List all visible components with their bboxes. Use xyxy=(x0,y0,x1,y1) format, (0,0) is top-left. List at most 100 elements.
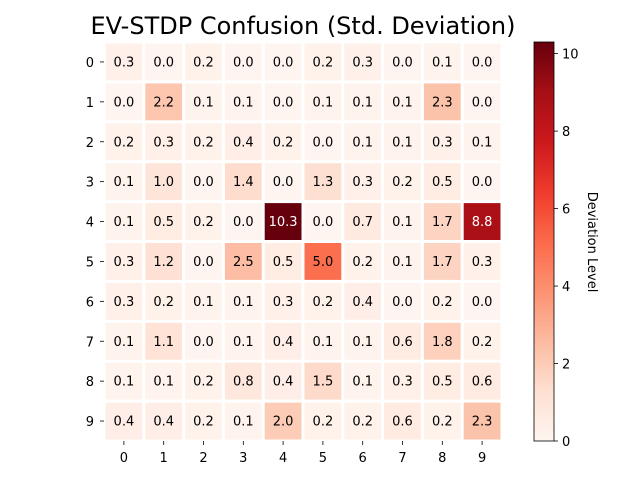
heatmap-cell-r1-c8 xyxy=(423,83,461,121)
cell-value-r9-c7: 0.6 xyxy=(392,415,413,430)
heatmap-cell-r5-c2 xyxy=(185,243,222,280)
heatmap-cell-r3-c6 xyxy=(344,163,382,201)
cell-value-r3-c3: 1.4 xyxy=(233,175,254,190)
heatmap-cell-r0-c8 xyxy=(423,43,461,81)
heatmap-cell-r3-c7 xyxy=(384,163,421,201)
heatmap-cell-r9-c5 xyxy=(304,402,342,440)
cell-value-r7-c1: 1.1 xyxy=(153,335,174,350)
cell-value-r5-c2: 0.0 xyxy=(193,255,214,270)
heatmap-cell-r9-c4 xyxy=(264,402,302,440)
colorbar-tick-label-0: 0 xyxy=(562,435,570,450)
cell-value-r2-c5: 0.0 xyxy=(313,135,334,150)
x-tick-label-8: 8 xyxy=(438,451,446,466)
heatmap-cell-r3-c0 xyxy=(105,163,143,201)
cell-value-r8-c2: 0.2 xyxy=(193,375,214,390)
y-tick-label-4: 4 xyxy=(86,216,94,231)
cell-value-r2-c6: 0.1 xyxy=(352,135,373,150)
heatmap-cell-r7-c5 xyxy=(304,322,342,360)
cell-value-r3-c4: 0.0 xyxy=(273,175,294,190)
colorbar-tick-label-2: 4 xyxy=(562,280,570,295)
heatmap-cell-r2-c2 xyxy=(185,123,222,161)
x-tick-label-7: 7 xyxy=(398,451,406,466)
y-tick-label-9: 9 xyxy=(86,415,94,430)
heatmap-cell-r5-c6 xyxy=(344,243,382,280)
heatmap-cell-r7-c1 xyxy=(145,322,183,360)
heatmap-cell-r6-c7 xyxy=(384,282,421,320)
heatmap-cell-r0-c1 xyxy=(145,43,183,81)
heatmap-cell-r0-c4 xyxy=(264,43,302,81)
cell-value-r0-c9: 0.0 xyxy=(472,55,493,70)
cell-value-r2-c0: 0.2 xyxy=(114,135,135,150)
colorbar: 0 2 4 6 8 10 Deviation Level xyxy=(533,41,599,450)
heatmap-cell-r2-c0 xyxy=(105,123,143,161)
cell-value-r0-c4: 0.0 xyxy=(273,55,294,70)
y-tick-label-0: 0 xyxy=(86,56,94,71)
heatmap-cell-r8-c6 xyxy=(344,362,382,400)
heatmap-cell-r3-c1 xyxy=(145,163,183,201)
heatmap-cell-r5-c8 xyxy=(423,243,461,280)
heatmap-cell-r2-c4 xyxy=(264,123,302,161)
heatmap-cell-r5-c7 xyxy=(384,243,421,280)
heatmap-cell-r1-c1 xyxy=(145,83,183,121)
heatmap-cell-r6-c5 xyxy=(304,282,342,320)
heatmap-cell-r5-c3 xyxy=(224,243,262,280)
heatmap-cell-r8-c9 xyxy=(463,362,501,400)
cell-value-r6-c4: 0.3 xyxy=(273,295,294,310)
cell-value-r1-c5: 0.1 xyxy=(313,95,334,110)
heatmap-cell-r3-c4 xyxy=(264,163,302,201)
cell-value-r5-c1: 1.2 xyxy=(153,255,174,270)
cell-value-r0-c8: 0.1 xyxy=(432,55,453,70)
y-tick-label-5: 5 xyxy=(86,255,94,270)
heatmap-cell-r4-c2 xyxy=(185,203,222,240)
x-tick-label-1: 1 xyxy=(160,451,168,466)
cell-value-r0-c0: 0.3 xyxy=(114,55,135,70)
heatmap-cell-r9-c7 xyxy=(384,402,421,440)
cell-value-r8-c8: 0.5 xyxy=(432,375,453,390)
cell-value-r7-c7: 0.6 xyxy=(392,335,413,350)
x-axis: 0 1 2 3 4 5 6 7 8 9 xyxy=(120,441,486,466)
cell-value-r5-c8: 1.7 xyxy=(432,255,453,270)
y-tick-label-3: 3 xyxy=(86,176,94,191)
cell-value-r3-c8: 0.5 xyxy=(432,175,453,190)
cell-value-r7-c6: 0.1 xyxy=(352,335,373,350)
heatmap-cell-r9-c6 xyxy=(344,402,382,440)
heatmap-cell-r5-c9 xyxy=(463,243,501,280)
cell-value-r9-c4: 2.0 xyxy=(273,415,294,430)
heatmap-cell-r8-c5 xyxy=(304,362,342,400)
chart-title: EV-STDP Confusion (Std. Deviation) xyxy=(91,12,516,40)
cell-value-r1-c0: 0.0 xyxy=(114,95,135,110)
cell-value-r6-c2: 0.1 xyxy=(193,295,214,310)
cell-value-r6-c6: 0.4 xyxy=(352,295,373,310)
heatmap-cell-r0-c5 xyxy=(304,43,342,81)
heatmap-cell-r9-c9 xyxy=(463,402,501,440)
heatmap-cell-r2-c1 xyxy=(145,123,183,161)
y-tick-label-7: 7 xyxy=(86,335,94,350)
heatmap-cell-r3-c9 xyxy=(463,163,501,201)
cell-value-r8-c5: 1.5 xyxy=(313,375,334,390)
cell-value-r9-c2: 0.2 xyxy=(193,415,214,430)
cell-value-r1-c1: 2.2 xyxy=(153,95,174,110)
heatmap-cell-r7-c0 xyxy=(105,322,143,360)
cell-value-r0-c7: 0.0 xyxy=(392,55,413,70)
colorbar-gradient xyxy=(533,41,555,442)
cell-value-r4-c5: 0.0 xyxy=(313,215,334,230)
y-axis: 0 1 2 3 4 5 6 7 8 9 xyxy=(86,56,104,430)
colorbar-tick-label-5: 10 xyxy=(562,48,579,63)
cell-value-r5-c7: 0.1 xyxy=(392,255,413,270)
cell-value-r0-c6: 0.3 xyxy=(352,55,373,70)
cell-value-r0-c1: 0.0 xyxy=(153,55,174,70)
heatmap-cell-r8-c2 xyxy=(185,362,222,400)
cell-value-r8-c7: 0.3 xyxy=(392,375,413,390)
heatmap-cell-r3-c2 xyxy=(185,163,222,201)
cell-value-r7-c0: 0.1 xyxy=(114,335,135,350)
heatmap-cell-r7-c4 xyxy=(264,322,302,360)
cell-value-r0-c2: 0.2 xyxy=(193,55,214,70)
cell-value-r5-c5: 5.0 xyxy=(313,255,334,270)
heatmap-cell-r1-c9 xyxy=(463,83,501,121)
heatmap-cell-r4-c6 xyxy=(344,203,382,240)
heatmap-cell-r1-c3 xyxy=(224,83,262,121)
cell-value-r1-c6: 0.1 xyxy=(352,95,373,110)
cell-value-r5-c3: 2.5 xyxy=(233,255,254,270)
heatmap-cell-r1-c4 xyxy=(264,83,302,121)
heatmap-cell-r6-c6 xyxy=(344,282,382,320)
